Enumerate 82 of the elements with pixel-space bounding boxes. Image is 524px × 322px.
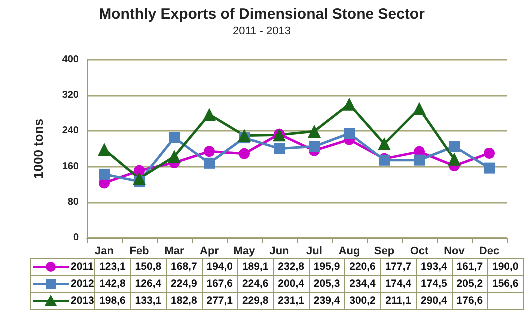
x-tick-label: Nov xyxy=(444,246,466,258)
point xyxy=(484,148,495,159)
legend-label: 2012 xyxy=(30,276,95,292)
chart-subtitle: 2011 - 2013 xyxy=(233,26,291,38)
data-label: 150,8 xyxy=(130,258,166,276)
point xyxy=(344,128,355,140)
point xyxy=(133,172,146,186)
point xyxy=(98,143,111,156)
y-tick-label: 320 xyxy=(62,90,80,102)
data-label: 156,6 xyxy=(488,276,524,292)
data-label: 300,2 xyxy=(344,292,381,310)
point xyxy=(484,162,495,174)
data-label: 224,9 xyxy=(166,276,202,292)
x-tick-label: Dec xyxy=(479,246,500,258)
data-label: 277,1 xyxy=(202,292,238,310)
x-tick-label: Mar xyxy=(164,246,185,258)
point xyxy=(414,154,425,166)
data-label: 176,6 xyxy=(452,292,488,310)
legend-label: 2013 xyxy=(30,292,95,310)
y-tick-label: 160 xyxy=(62,161,80,172)
data-label: 193,4 xyxy=(416,258,452,276)
point xyxy=(239,148,250,160)
point xyxy=(203,108,216,122)
y-tick-label: 0 xyxy=(73,232,80,244)
point xyxy=(448,152,461,166)
data-label: 182,8 xyxy=(166,292,202,310)
data-label: 194,0 xyxy=(202,258,238,276)
x-tick-label: Jun xyxy=(270,246,290,258)
data-label: 220,6 xyxy=(344,258,381,276)
point xyxy=(134,165,145,176)
data-label: 177,7 xyxy=(380,258,416,276)
data-label: 205,3 xyxy=(309,276,345,292)
x-tick-label: Feb xyxy=(130,246,150,258)
point xyxy=(413,102,426,116)
data-label: 200,4 xyxy=(273,276,310,292)
data-label: 190,0 xyxy=(488,258,524,276)
data-label: 123,1 xyxy=(94,258,131,276)
data-label: 168,7 xyxy=(166,258,202,276)
data-label: 133,1 xyxy=(130,292,166,310)
point xyxy=(99,168,110,180)
x-tick-label: Aug xyxy=(338,246,360,258)
x-tick-label: May xyxy=(234,246,256,258)
point xyxy=(238,129,251,142)
chart-title: Monthly Exports of Dimensional Stone Sector xyxy=(99,6,426,23)
point xyxy=(449,141,460,152)
data-label: 189,1 xyxy=(238,258,274,276)
point xyxy=(169,132,180,144)
point xyxy=(204,158,215,169)
data-label: 232,8 xyxy=(273,258,310,276)
data-label: 174,5 xyxy=(416,276,452,292)
point xyxy=(343,98,356,111)
point xyxy=(204,146,215,158)
data-label: 174,4 xyxy=(380,276,416,292)
x-tick-label: Oct xyxy=(410,246,429,258)
data-label: 126,4 xyxy=(130,276,166,292)
data-label: 161,7 xyxy=(452,258,488,276)
point xyxy=(274,143,285,154)
x-tick-label: Jul xyxy=(306,246,322,258)
data-label: 234,4 xyxy=(344,276,381,292)
data-label: 198,6 xyxy=(94,292,131,310)
legend-label: 2011 xyxy=(30,258,95,276)
data-label: 229,8 xyxy=(238,292,274,310)
point xyxy=(378,138,391,151)
y-axis-title: 1000 tons xyxy=(31,119,46,179)
y-tick-label: 80 xyxy=(68,196,80,208)
data-label: 142,8 xyxy=(94,276,131,292)
y-tick-label: 240 xyxy=(62,126,80,137)
point xyxy=(308,124,321,138)
data-label: 239,4 xyxy=(309,292,345,310)
y-tick-label: 400 xyxy=(62,54,80,66)
point xyxy=(168,150,181,164)
data-label: 167,6 xyxy=(202,276,238,292)
point xyxy=(309,141,320,152)
data-label: 195,9 xyxy=(309,258,345,276)
data-label: 231,1 xyxy=(273,292,310,310)
data-label: 224,6 xyxy=(238,276,274,292)
x-tick-label: Jan xyxy=(95,246,114,258)
data-label: 211,1 xyxy=(380,292,416,310)
data-label: 290,4 xyxy=(416,292,452,310)
x-tick-label: Sep xyxy=(374,246,395,258)
data-label: 205,2 xyxy=(452,276,488,292)
x-tick-label: Apr xyxy=(200,246,220,258)
